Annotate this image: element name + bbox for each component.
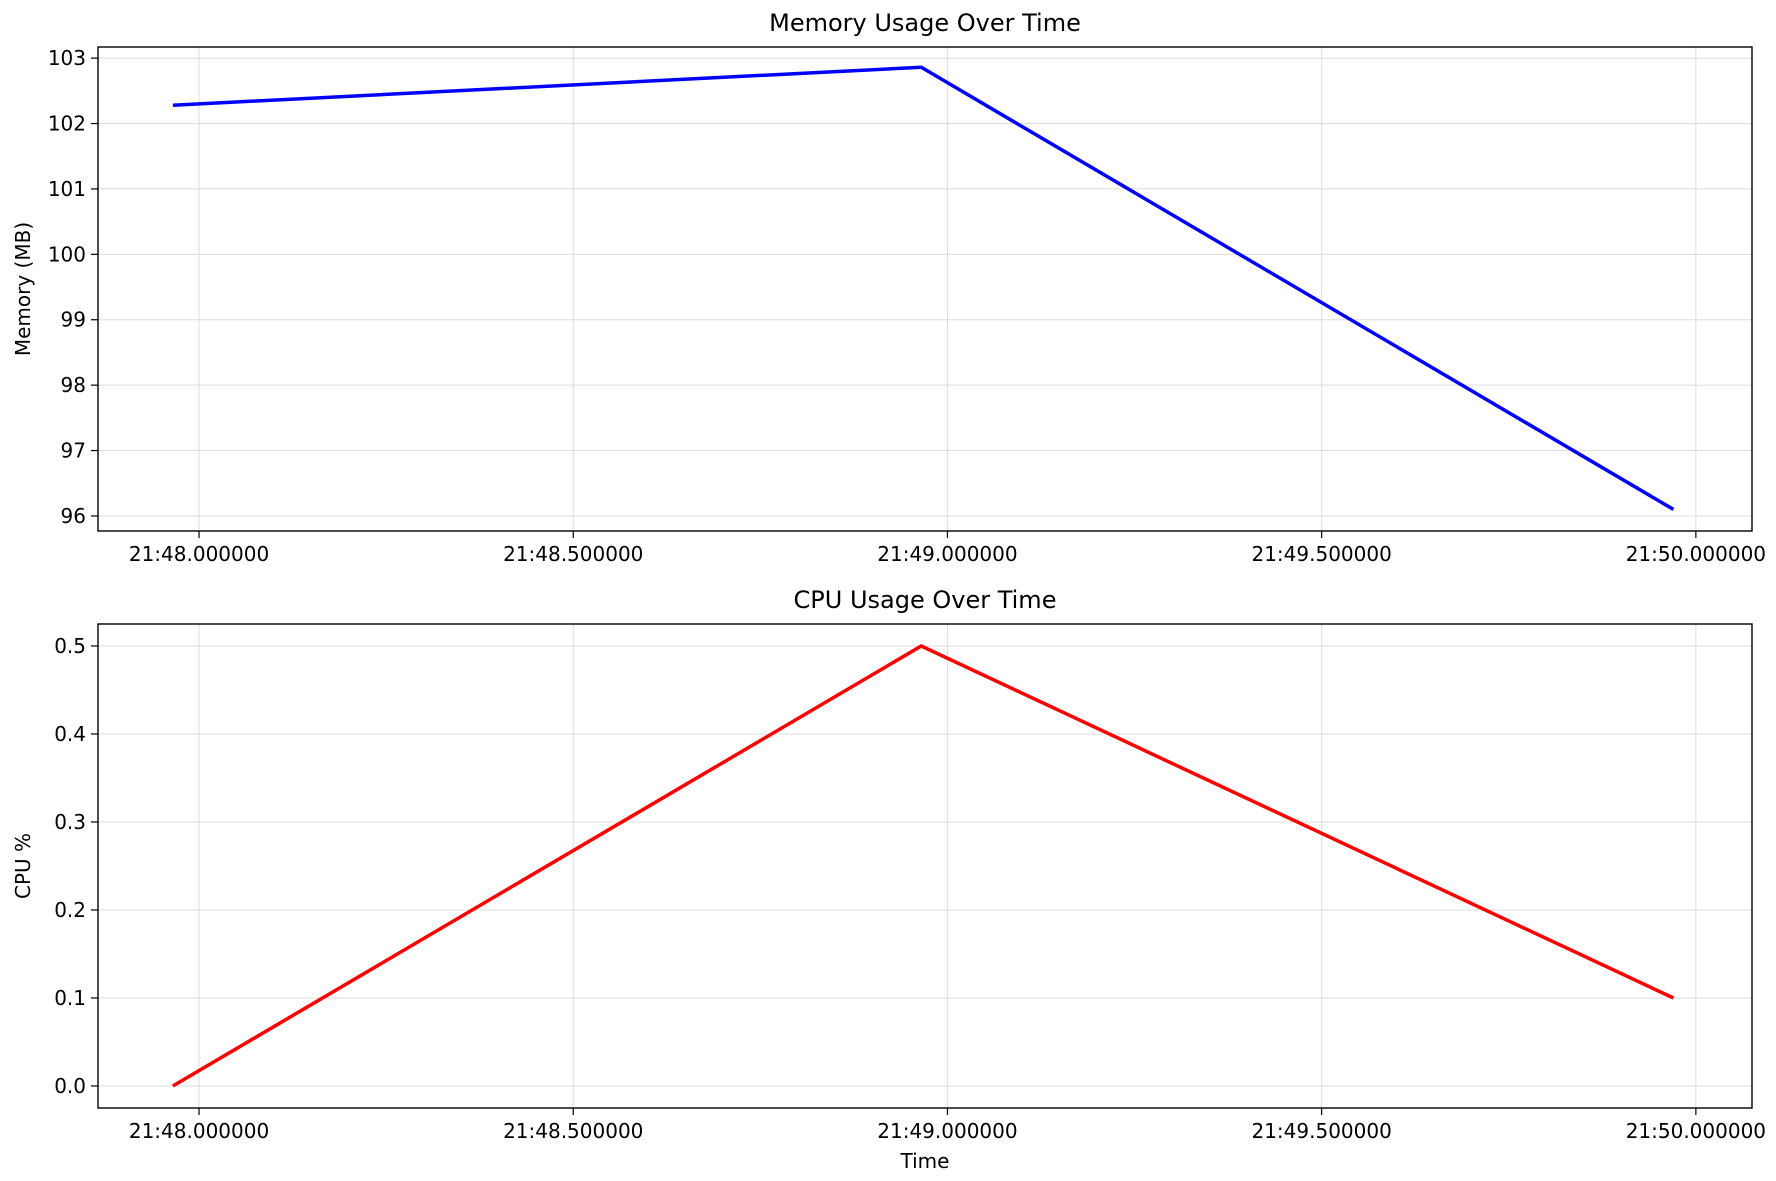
memory-y-tick-label: 103 — [48, 46, 86, 70]
cpu-ticks: 21:48.000000 21:48.500000 21:49.000000 21:4… — [54, 634, 1766, 1143]
memory-x-tick-label: 21:48.000000 — [129, 542, 269, 566]
memory-y-tick-label: 96 — [61, 504, 86, 528]
cpu-series-layer — [171, 644, 1675, 1088]
memory-y-axis-label: Memory (MB) — [11, 222, 35, 356]
cpu-y-axis-label: CPU % — [11, 833, 35, 899]
memory-series-layer — [172, 65, 1675, 511]
memory-x-tick-label: 21:48.500000 — [503, 542, 643, 566]
cpu-y-tick-label: 0.2 — [54, 898, 86, 922]
memory-chart: 21:48.000000 21:48.500000 21:49.000000 21:4… — [11, 9, 1766, 566]
memory-y-tick-label: 101 — [48, 177, 86, 201]
memory-y-tick-label: 102 — [48, 112, 86, 136]
memory-y-tick-label: 97 — [61, 439, 86, 463]
memory-y-tick-label: 100 — [48, 242, 86, 266]
memory-chart-title: Memory Usage Over Time — [769, 9, 1081, 37]
cpu-x-tick-label: 21:48.000000 — [129, 1119, 269, 1143]
cpu-y-tick-label: 0.4 — [54, 722, 86, 746]
cpu-y-tick-label: 0.3 — [54, 810, 86, 834]
cpu-y-tick-label: 0.5 — [54, 634, 86, 658]
cpu-y-tick-label: 0.0 — [54, 1074, 86, 1098]
cpu-chart: 21:48.000000 21:48.500000 21:49.000000 21:4… — [11, 586, 1766, 1173]
cpu-x-tick-label: 21:50.000000 — [1626, 1119, 1766, 1143]
memory-grid — [98, 47, 1752, 531]
cpu-chart-title: CPU Usage Over Time — [794, 586, 1057, 614]
cpu-plot-frame — [97, 623, 1753, 1109]
cpu-x-tick-label: 21:49.000000 — [877, 1119, 1017, 1143]
memory-ticks: 21:48.000000 21:48.500000 21:49.000000 21:4… — [48, 46, 1766, 566]
memory-x-tick-label: 21:49.000000 — [877, 542, 1017, 566]
cpu-x-axis-label: Time — [900, 1149, 950, 1173]
memory-x-tick-label: 21:49.500000 — [1251, 542, 1391, 566]
cpu-x-tick-label: 21:48.500000 — [503, 1119, 643, 1143]
memory-plot-frame — [97, 46, 1753, 532]
memory-y-tick-label: 99 — [61, 308, 86, 332]
memory-x-tick-label: 21:50.000000 — [1626, 542, 1766, 566]
cpu-y-tick-label: 0.1 — [54, 986, 86, 1010]
cpu-x-tick-label: 21:49.500000 — [1251, 1119, 1391, 1143]
memory-y-tick-label: 98 — [61, 373, 86, 397]
